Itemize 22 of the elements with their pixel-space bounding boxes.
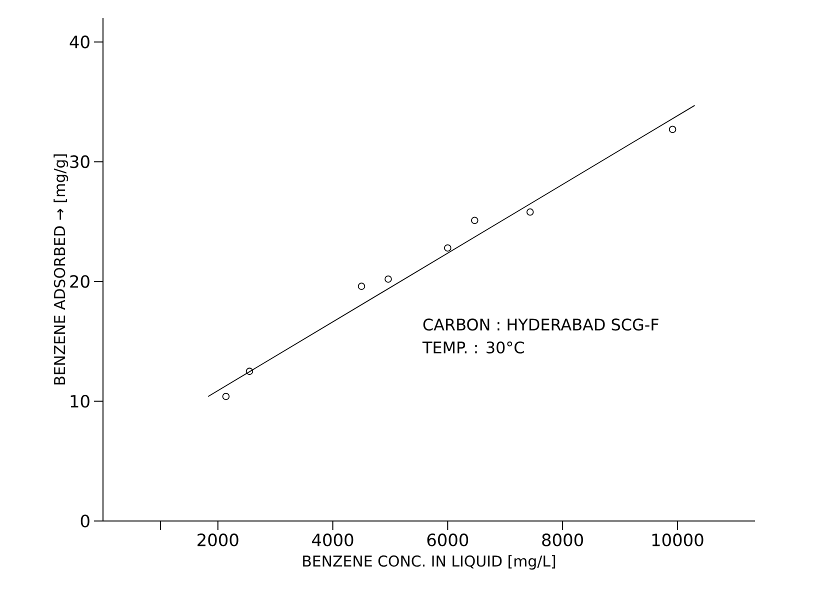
y-tick-label: 20	[70, 275, 90, 288]
point	[471, 216, 478, 224]
point	[358, 282, 366, 290]
x-tick-label: 6000	[427, 533, 468, 546]
point	[526, 208, 534, 216]
x-axis-title: BENZENE CONC. IN LIQUID [mg/L]	[303, 555, 556, 570]
y-tick-label: 0	[80, 514, 90, 528]
x-tick-label: 8000	[542, 533, 583, 546]
point	[246, 368, 254, 375]
annotation: TEMP. : 30°C	[422, 341, 524, 354]
x-tick-label: 2000	[198, 533, 238, 546]
y-tick-label: 30	[70, 155, 90, 168]
point	[384, 275, 392, 283]
x-tick-label: 10000	[652, 533, 704, 546]
y-tick-label: 10	[70, 394, 90, 408]
point	[444, 244, 452, 252]
annotation: CARBON : HYDERABAD SCG-F	[423, 318, 658, 331]
point	[668, 126, 676, 134]
point	[222, 392, 230, 400]
y-axis-title: BENZENE ADSORBED → [mg/g]	[54, 154, 68, 384]
y-tick-label: 40	[70, 36, 90, 48]
x-tick-label: 4000	[312, 533, 354, 546]
